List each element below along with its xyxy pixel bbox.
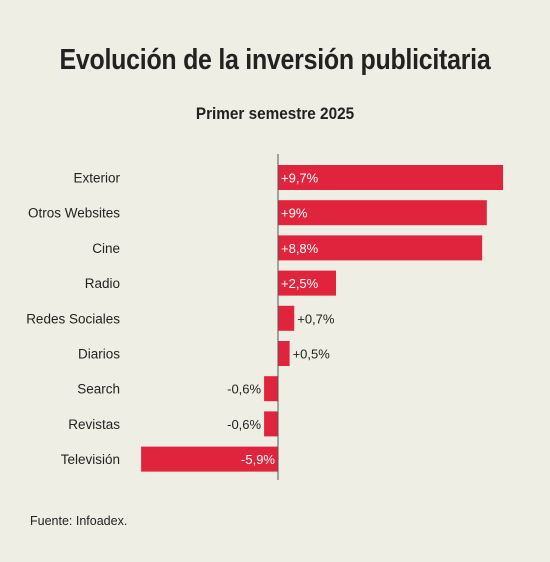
bar-exterior — [278, 165, 504, 190]
chart-title: Evolución de la inversión publicitaria — [59, 44, 491, 76]
category-label-radio: Radio — [85, 276, 120, 291]
bar-revistas — [264, 411, 278, 437]
category-label-television: Televisión — [61, 452, 120, 467]
source-note: Fuente: Infoadex. — [30, 514, 128, 528]
bar-search — [264, 376, 278, 402]
value-label-search: -0,6% — [227, 382, 261, 397]
category-label-exterior: Exterior — [73, 171, 120, 186]
bar-television — [141, 446, 278, 472]
category-label-diarios: Diarios — [78, 347, 120, 362]
value-label-redes-sociales: +0,7% — [297, 311, 335, 326]
category-label-revistas: Revistas — [68, 417, 120, 432]
category-label-redes-sociales: Redes Sociales — [26, 311, 120, 326]
bar-radio — [278, 270, 336, 296]
value-label-television: -5,9% — [241, 452, 275, 467]
category-label-otros-websites: Otros Websites — [28, 206, 120, 221]
category-label-cine: Cine — [92, 241, 120, 256]
bar-cine — [278, 235, 483, 261]
chart-subtitle: Primer semestre 2025 — [195, 104, 355, 123]
value-label-otros-websites: +9% — [281, 206, 308, 221]
value-label-radio: +2,5% — [281, 276, 319, 291]
category-label-search: Search — [77, 382, 120, 397]
value-label-diarios: +0,5% — [293, 347, 331, 362]
bar-redes-sociales — [278, 305, 295, 331]
value-label-revistas: -0,6% — [227, 417, 261, 432]
bar-diarios — [278, 341, 290, 366]
bar-otros-websites — [278, 200, 487, 226]
value-label-cine: +8,8% — [281, 241, 319, 256]
value-label-exterior: +9,7% — [281, 171, 319, 186]
